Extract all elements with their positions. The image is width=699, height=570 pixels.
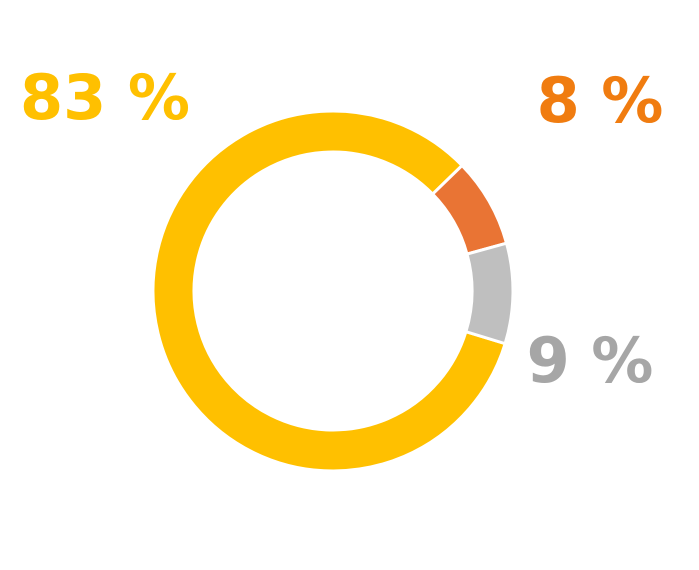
donut-segment [464, 241, 515, 346]
value-label: 83 % [20, 61, 190, 134]
value-label: 9 % [527, 324, 654, 397]
donut-segment [151, 109, 508, 473]
value-label: 8 % [537, 64, 664, 137]
